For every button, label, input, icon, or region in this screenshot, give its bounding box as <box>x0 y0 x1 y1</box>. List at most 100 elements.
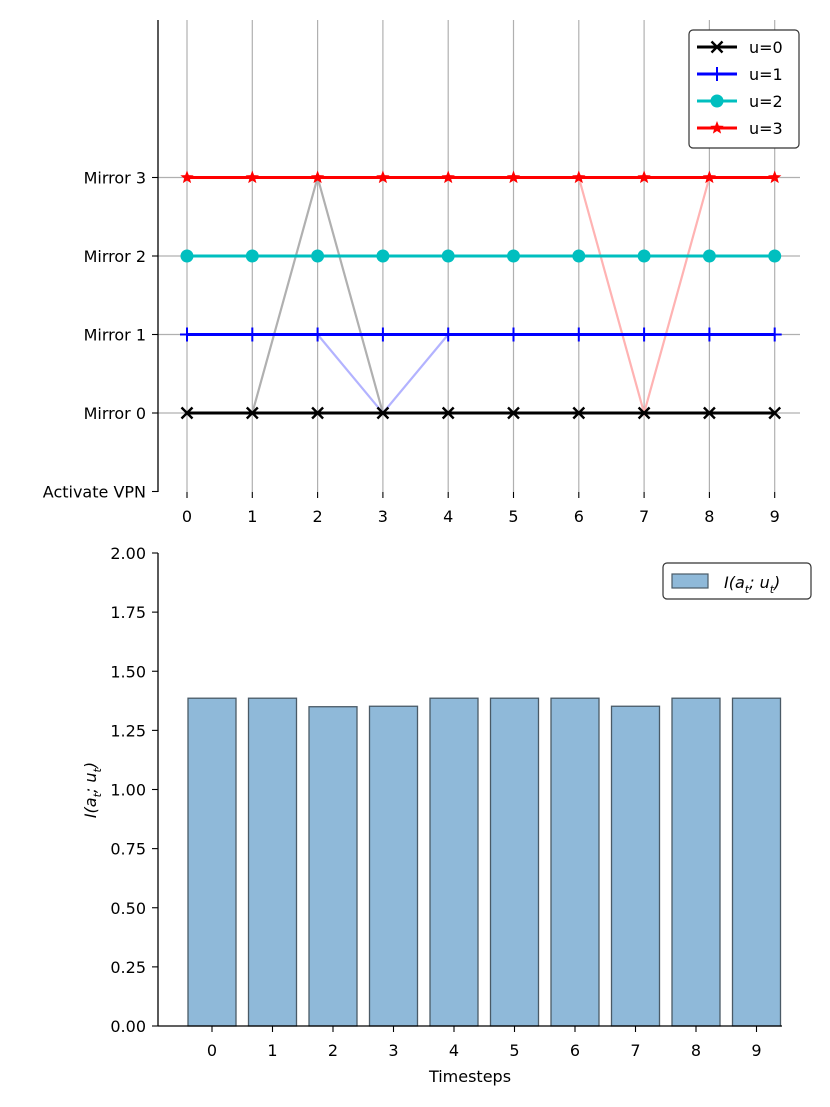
series-marker <box>180 170 194 184</box>
series-marker <box>637 327 652 342</box>
legend-label: u=2 <box>749 92 783 111</box>
legend-label: u=3 <box>749 119 783 138</box>
bottom-y-tick-label: 1.50 <box>110 662 146 681</box>
transition-lines <box>251 173 711 418</box>
series-marker <box>180 249 194 263</box>
legend-marker <box>710 121 724 134</box>
series-marker <box>376 406 390 420</box>
series-marker <box>245 249 259 263</box>
y-axis-title-sub-t: t <box>91 792 104 797</box>
top-y-ticks: Activate VPN Mirror 0 Mirror 1 Mirror 2 Mirr… <box>43 169 158 502</box>
bottom-legend-label: I(at; ut) <box>724 573 780 596</box>
series-marker <box>506 327 521 342</box>
legend-marker <box>710 67 724 81</box>
top-y-tick-label: Mirror 2 <box>84 247 146 266</box>
top-legend-item: u=2 <box>697 92 783 111</box>
bottom-x-tick-label: 3 <box>388 1041 398 1060</box>
bottom-legend-box <box>662 562 812 600</box>
top-y-tick-label: Mirror 0 <box>84 404 146 423</box>
series-marker <box>441 249 455 263</box>
bar-0 <box>187 697 237 1027</box>
bar-3 <box>368 705 419 1027</box>
series-marker <box>441 170 455 184</box>
bottom-y-tick-label: 0.75 <box>110 840 146 859</box>
series-marker <box>441 327 456 342</box>
bottom-legend-sub-t2: t <box>770 583 775 596</box>
series-marker <box>376 170 390 184</box>
top-x-tick-label: 7 <box>639 507 649 526</box>
top-x-tick-label: 8 <box>704 507 714 526</box>
series-marker <box>506 170 521 184</box>
series-marker <box>245 327 260 342</box>
top-legend-item: u=0 <box>697 38 783 57</box>
bars <box>187 697 782 1027</box>
top-x-tick-label: 9 <box>770 507 780 526</box>
legend-label: u=0 <box>749 38 783 57</box>
series-marker <box>572 406 586 420</box>
series-marker <box>703 406 716 420</box>
bottom-y-tick-label: 2.00 <box>110 544 146 563</box>
bottom-x-tick-label: 7 <box>630 1041 640 1060</box>
series-marker <box>311 406 324 420</box>
bar-8 <box>671 697 721 1027</box>
bottom-legend-sub-t: t <box>745 583 750 596</box>
series-marker <box>768 170 782 184</box>
series-marker <box>180 327 194 342</box>
series-marker <box>572 249 586 263</box>
series-marker <box>311 249 325 263</box>
bottom-x-tick-label: 2 <box>328 1041 338 1060</box>
bar-2 <box>308 706 358 1027</box>
bottom-x-tick-label: 8 <box>691 1041 701 1060</box>
series-marker <box>702 327 717 342</box>
bottom-bar-chart: 0.00 0.25 0.50 0.75 1.00 1.25 1.50 1.75 2.00 0 1 2… <box>81 544 812 1086</box>
series-marker <box>571 327 586 342</box>
series-marker <box>768 406 782 420</box>
series-marker <box>245 406 259 420</box>
top-y-tick-label: Activate VPN <box>43 483 146 502</box>
series-marker <box>376 249 390 263</box>
top-x-tick-label: 5 <box>508 507 518 526</box>
bottom-x-ticks: 0 1 2 3 4 5 6 7 8 9 <box>207 1026 762 1060</box>
series-marker <box>767 327 782 342</box>
top-x-ticks: 0 1 2 3 4 5 6 7 8 9 <box>182 492 780 526</box>
series-marker <box>441 406 455 420</box>
top-y-tick-label: Mirror 1 <box>84 326 146 345</box>
bottom-legend-sep: ; u <box>749 573 770 592</box>
series-u-0 <box>180 406 782 420</box>
bottom-y-tick-label: 1.75 <box>110 603 146 622</box>
bottom-legend-swatch <box>671 573 709 589</box>
legend-marker <box>710 94 724 108</box>
top-x-tick-label: 2 <box>313 507 323 526</box>
top-legend-box <box>688 29 800 149</box>
bottom-x-tick-label: 9 <box>751 1041 761 1060</box>
series-marker <box>310 170 325 184</box>
top-legend-item: u=3 <box>697 119 783 138</box>
bottom-x-tick-label: 1 <box>267 1041 277 1060</box>
series-lines <box>180 170 782 420</box>
top-y-tick-label: Mirror 3 <box>84 169 146 188</box>
series-u-1 <box>180 327 782 342</box>
top-x-tick-label: 1 <box>247 507 257 526</box>
series-u-2 <box>180 249 782 263</box>
bar-4 <box>429 697 479 1027</box>
series-marker <box>637 406 651 420</box>
bottom-legend: I(at; ut) <box>662 562 812 600</box>
bottom-legend-label-i: I(a <box>724 573 745 592</box>
bottom-x-tick-label: 6 <box>570 1041 580 1060</box>
bottom-x-tick-label: 0 <box>207 1041 217 1060</box>
bottom-legend-close: ) <box>773 573 780 592</box>
series-marker <box>702 170 717 184</box>
series-u-3 <box>180 170 782 184</box>
top-x-tick-label: 0 <box>182 507 192 526</box>
top-legend: u=0 u=1 u=2 u=3 <box>688 29 800 149</box>
y-axis-title-i: I(a <box>81 797 100 818</box>
x-axis-title: Timesteps <box>428 1067 511 1086</box>
bottom-y-tick-label: 1.25 <box>110 721 146 740</box>
top-legend-item: u=1 <box>697 65 783 84</box>
top-x-tick-label: 4 <box>443 507 453 526</box>
bottom-y-tick-label: 0.50 <box>110 899 146 918</box>
bottom-x-tick-label: 5 <box>509 1041 519 1060</box>
top-x-tick-label: 3 <box>378 507 388 526</box>
bottom-y-ticks: 0.00 0.25 0.50 0.75 1.00 1.25 1.50 1.75 2.00 <box>110 544 158 1036</box>
